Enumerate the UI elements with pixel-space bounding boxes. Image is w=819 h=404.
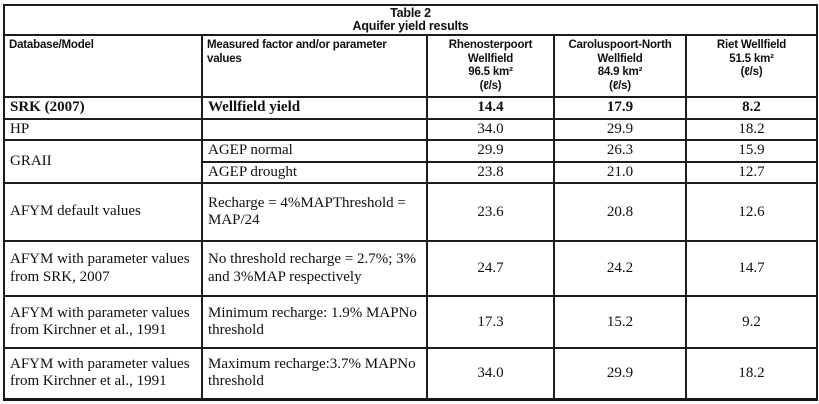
table-row-afym-default: AFYM default values Recharge = 4%MAPThre…: [3, 182, 819, 242]
col-header-rhenosterpoort-wellfield: Rhenosterpoort Wellfield 96.5 km² (ℓ/s): [426, 34, 555, 98]
cell-caroluspoort-north-value: 24.2: [553, 240, 687, 297]
cell-measured-factor: No threshold recharge = 2.7%; 3% and 3%M…: [201, 240, 428, 297]
cell-riet-value: 14.7: [684, 240, 819, 297]
cell-caroluspoort-north-value: 26.3: [553, 139, 687, 163]
cell-rhenosterpoort-value: 17.3: [426, 295, 555, 349]
cell-riet-value: 8.2: [684, 96, 819, 120]
table-row-afym-kirchner-max: AFYM with parameter values from Kirchner…: [3, 347, 819, 400]
aquifer-yield-table: Table 2 Aquifer yield results Database/M…: [2, 4, 819, 401]
table-row-srk-2007: SRK (2007) Wellfield yield 14.4 17.9 8.2: [3, 96, 819, 120]
cell-rhenosterpoort-value: 29.9: [426, 139, 555, 163]
cell-rhenosterpoort-value: 23.6: [426, 182, 555, 242]
table-row-graii-agep-drought: AGEP drought 23.8 21.0 12.7: [4, 160, 819, 184]
cell-database-model: AFYM with parameter values from SRK, 200…: [3, 240, 203, 297]
header-line: Caroluspoort-North: [568, 39, 672, 51]
caption-row: Table 2 Aquifer yield results: [2, 4, 819, 36]
col-header-measured-factor: Measured factor and/or parameter values: [201, 34, 428, 98]
cell-measured-factor: AGEP drought: [201, 160, 428, 184]
cell-riet-value: 15.9: [684, 139, 819, 163]
header-line: Rhenosterpoort: [448, 39, 533, 51]
cell-riet-value: 12.7: [684, 160, 819, 184]
cell-caroluspoort-north-value: 15.2: [553, 295, 687, 349]
col-header-database-model: Database/Model: [3, 34, 203, 98]
col-header-riet-wellfield: Riet Wellfield 51.5 km² (ℓ/s): [684, 34, 819, 98]
cell-caroluspoort-north-value: 17.9: [553, 96, 687, 120]
table-number: Table 2: [390, 6, 431, 20]
header-line: Wellfield: [597, 52, 643, 65]
cell-rhenosterpoort-value: 34.0: [426, 117, 555, 141]
header-line: Riet Wellfield: [716, 39, 787, 51]
cell-measured-factor: Maximum recharge:3.7% MAPNo threshold: [201, 347, 428, 400]
cell-rhenosterpoort-value: 14.4: [426, 96, 555, 120]
cell-database-model: HP: [3, 117, 203, 141]
header-line: 96.5 km²: [468, 66, 513, 78]
table-row-afym-srk-2007: AFYM with parameter values from SRK, 200…: [3, 240, 819, 297]
cell-riet-value: 18.2: [684, 117, 819, 141]
cell-database-model: AFYM with parameter values from Kirchner…: [3, 295, 203, 349]
header-row: Database/Model Measured factor and/or pa…: [3, 34, 819, 98]
cell-caroluspoort-north-value: 20.8: [553, 182, 687, 242]
cell-caroluspoort-north-value: 29.9: [553, 347, 687, 400]
cell-riet-value: 9.2: [684, 295, 819, 349]
cell-riet-value: 12.6: [684, 182, 819, 242]
cell-measured-factor: Recharge = 4%MAPThreshold = MAP/24: [201, 182, 428, 242]
cell-database-model: GRAII: [3, 139, 203, 184]
cell-database-model: SRK (2007): [3, 96, 203, 120]
cell-measured-factor: [201, 117, 428, 141]
cell-caroluspoort-north-value: 29.9: [553, 117, 687, 141]
cell-database-model: AFYM default values: [3, 182, 203, 242]
cell-caroluspoort-north-value: 21.0: [553, 160, 687, 184]
cell-measured-factor: Wellfield yield: [201, 96, 428, 120]
table-row-afym-kirchner-min: AFYM with parameter values from Kirchner…: [3, 295, 819, 349]
cell-riet-value: 18.2: [684, 347, 819, 400]
header-line: 84.9 km²: [597, 66, 643, 78]
header-line: (ℓ/s): [479, 79, 502, 92]
table-title: Aquifer yield results: [352, 19, 469, 33]
header-line: Wellfield: [467, 52, 514, 65]
header-line: 51.5 km²: [729, 52, 774, 65]
col-header-caroluspoort-north-wellfield: Caroluspoort-North Wellfield 84.9 km² (ℓ…: [553, 34, 687, 98]
header-line: (ℓ/s): [740, 66, 763, 78]
table-caption: Table 2 Aquifer yield results: [2, 4, 819, 36]
cell-rhenosterpoort-value: 34.0: [426, 347, 555, 400]
cell-measured-factor: Minimum recharge: 1.9% MAPNo threshold: [201, 295, 428, 349]
cell-measured-factor: AGEP normal: [201, 139, 428, 163]
cell-rhenosterpoort-value: 23.8: [426, 160, 555, 184]
cell-database-model: AFYM with parameter values from Kirchner…: [3, 347, 203, 400]
table-row-hp: HP 34.0 29.9 18.2: [3, 117, 819, 141]
table-row-graii-agep-normal: GRAII AGEP normal 29.9 26.3 15.9: [3, 139, 819, 184]
cell-rhenosterpoort-value: 24.7: [426, 240, 555, 297]
header-line: (ℓ/s): [609, 79, 631, 92]
